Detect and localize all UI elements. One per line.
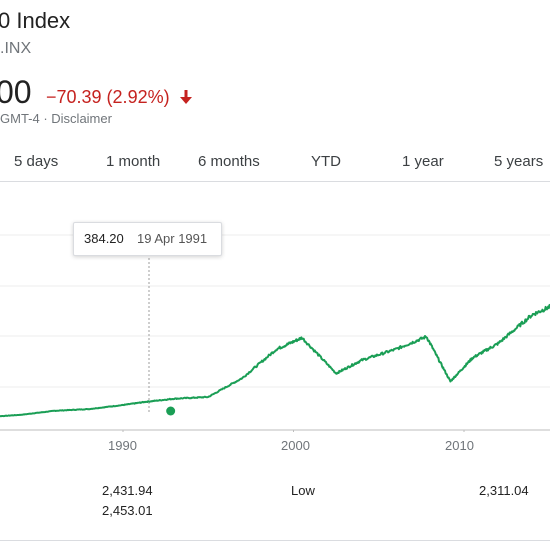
series-line bbox=[0, 303, 550, 418]
x-tick-label: 2010 bbox=[445, 438, 474, 453]
tab-1-month[interactable]: 1 month bbox=[106, 153, 161, 170]
x-tick-label: 1990 bbox=[108, 438, 137, 453]
tab-ytd[interactable]: YTD bbox=[311, 153, 341, 170]
tab-1-year[interactable]: 1 year bbox=[402, 153, 444, 170]
tab-5-days[interactable]: 5 days bbox=[14, 153, 59, 170]
range-tabs: 5 days 1 month 6 months YTD 1 year 5 yea… bbox=[0, 148, 550, 178]
stats-divider bbox=[0, 540, 550, 541]
stat-label-low: Low bbox=[291, 483, 315, 498]
tab-6-months[interactable]: 6 months bbox=[198, 153, 260, 170]
chart-tooltip: 384.20 19 Apr 1991 bbox=[73, 222, 222, 256]
price-change-value: −70.39 (2.92%) bbox=[46, 87, 170, 107]
stat-value: 2,431.94 bbox=[102, 483, 153, 498]
tooltip-date: 19 Apr 1991 bbox=[137, 231, 208, 246]
hover-point bbox=[166, 406, 176, 416]
price-chart[interactable] bbox=[0, 182, 550, 432]
current-price: 00 bbox=[0, 74, 32, 110]
tooltip-value: 384.20 bbox=[84, 231, 124, 246]
index-title: 0 Index bbox=[0, 8, 71, 33]
ticker-symbol: .INX bbox=[0, 40, 32, 57]
stat-value: 2,311.04 bbox=[479, 483, 529, 498]
chart-x-ticks bbox=[122, 430, 465, 432]
price-change: −70.39 (2.92%) bbox=[46, 87, 193, 108]
arrow-down-icon bbox=[179, 90, 192, 104]
x-tick-label: 2000 bbox=[281, 438, 310, 453]
market-meta: GMT-4 · Disclaimer bbox=[0, 111, 112, 126]
tabs-divider bbox=[0, 181, 550, 182]
stat-value: 2,453.01 bbox=[102, 503, 153, 518]
tab-5-years[interactable]: 5 years bbox=[494, 153, 544, 170]
